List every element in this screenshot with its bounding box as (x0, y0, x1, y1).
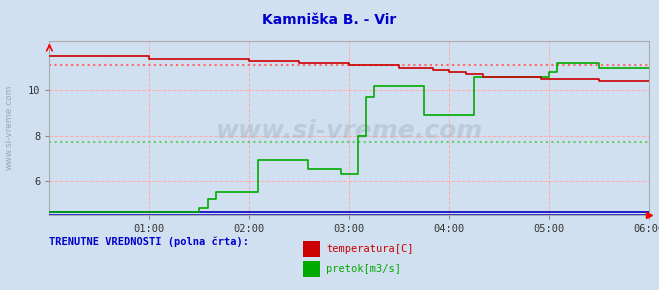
Text: TRENUTNE VREDNOSTI (polna črta):: TRENUTNE VREDNOSTI (polna črta): (49, 236, 249, 247)
Text: www.si-vreme.com: www.si-vreme.com (215, 119, 483, 143)
Text: pretok[m3/s]: pretok[m3/s] (326, 264, 401, 274)
Text: Kamniška B. - Vir: Kamniška B. - Vir (262, 13, 397, 27)
Text: www.si-vreme.com: www.si-vreme.com (4, 85, 13, 170)
Text: temperatura[C]: temperatura[C] (326, 244, 414, 254)
